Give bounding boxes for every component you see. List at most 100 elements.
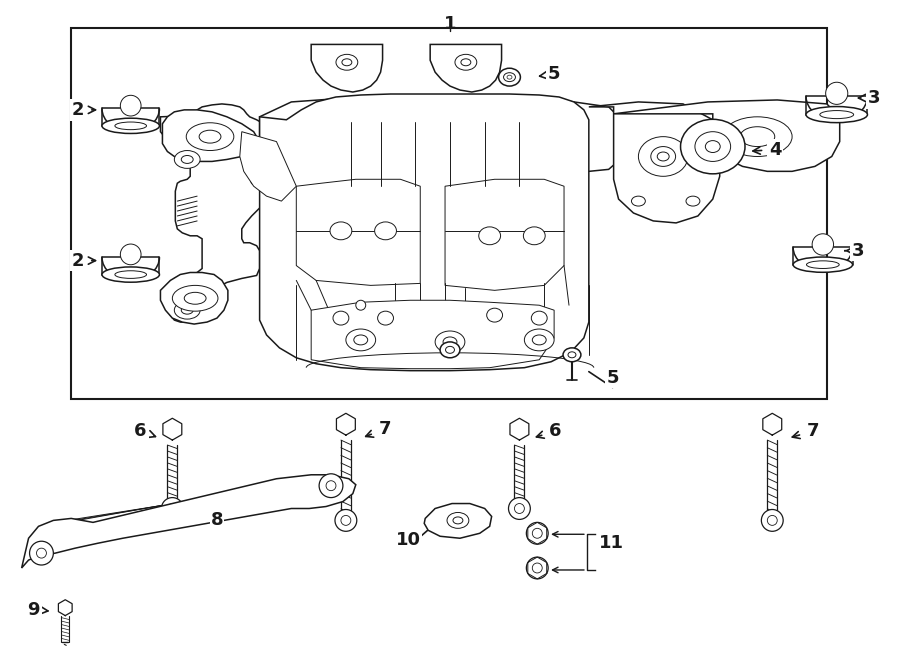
- Ellipse shape: [503, 73, 516, 81]
- Polygon shape: [311, 301, 554, 369]
- Circle shape: [812, 234, 833, 255]
- Text: 11: 11: [598, 534, 624, 552]
- Circle shape: [326, 481, 336, 491]
- Polygon shape: [239, 132, 296, 201]
- Polygon shape: [424, 504, 491, 538]
- Ellipse shape: [455, 54, 477, 70]
- Polygon shape: [162, 110, 259, 162]
- Ellipse shape: [342, 59, 352, 66]
- Ellipse shape: [524, 227, 545, 245]
- Text: 4: 4: [753, 140, 781, 158]
- Ellipse shape: [102, 267, 159, 282]
- Ellipse shape: [199, 130, 220, 143]
- Ellipse shape: [632, 196, 645, 206]
- Ellipse shape: [115, 271, 147, 279]
- Polygon shape: [22, 475, 356, 568]
- Circle shape: [526, 557, 548, 579]
- Text: 9: 9: [27, 600, 48, 619]
- Circle shape: [121, 244, 141, 265]
- Polygon shape: [259, 97, 624, 176]
- Ellipse shape: [680, 119, 745, 174]
- Ellipse shape: [686, 196, 700, 206]
- Ellipse shape: [657, 152, 669, 161]
- Circle shape: [161, 498, 184, 520]
- Ellipse shape: [346, 329, 375, 351]
- Ellipse shape: [102, 118, 159, 134]
- Ellipse shape: [453, 517, 463, 524]
- Polygon shape: [160, 104, 274, 322]
- Circle shape: [356, 301, 365, 310]
- Ellipse shape: [525, 329, 554, 351]
- Circle shape: [532, 528, 542, 538]
- Circle shape: [167, 504, 177, 514]
- Polygon shape: [259, 94, 589, 371]
- Ellipse shape: [461, 59, 471, 66]
- Ellipse shape: [499, 68, 520, 86]
- Circle shape: [37, 548, 47, 558]
- Ellipse shape: [507, 75, 512, 79]
- Ellipse shape: [563, 348, 580, 361]
- Circle shape: [335, 510, 356, 532]
- Ellipse shape: [172, 285, 218, 311]
- Text: 5: 5: [607, 369, 619, 387]
- Ellipse shape: [184, 293, 206, 305]
- Text: 6: 6: [536, 422, 562, 440]
- Text: 6: 6: [134, 422, 156, 440]
- Ellipse shape: [435, 331, 465, 353]
- Text: 5: 5: [539, 65, 561, 83]
- Polygon shape: [614, 100, 840, 171]
- Ellipse shape: [440, 342, 460, 357]
- Ellipse shape: [378, 311, 393, 325]
- Polygon shape: [296, 179, 420, 285]
- Ellipse shape: [354, 335, 368, 345]
- Ellipse shape: [479, 227, 500, 245]
- Text: 10: 10: [396, 531, 421, 549]
- Text: 2: 2: [72, 252, 95, 269]
- Ellipse shape: [806, 261, 839, 269]
- Polygon shape: [589, 102, 720, 223]
- Ellipse shape: [740, 126, 775, 146]
- Ellipse shape: [651, 146, 676, 166]
- Ellipse shape: [446, 346, 454, 354]
- Ellipse shape: [175, 150, 200, 168]
- Bar: [71, 28, 827, 399]
- Ellipse shape: [568, 352, 576, 357]
- Polygon shape: [259, 156, 587, 206]
- Ellipse shape: [330, 222, 352, 240]
- Polygon shape: [430, 44, 501, 92]
- Ellipse shape: [793, 257, 852, 272]
- Ellipse shape: [531, 311, 547, 325]
- Circle shape: [526, 522, 548, 544]
- Ellipse shape: [487, 308, 502, 322]
- Ellipse shape: [820, 111, 853, 118]
- Ellipse shape: [723, 117, 792, 156]
- Text: 8: 8: [211, 512, 223, 530]
- Ellipse shape: [695, 132, 731, 162]
- Text: 7: 7: [792, 422, 819, 440]
- Polygon shape: [311, 44, 382, 92]
- Ellipse shape: [532, 335, 546, 345]
- Ellipse shape: [175, 301, 200, 319]
- Circle shape: [761, 510, 783, 532]
- Circle shape: [825, 82, 848, 105]
- Circle shape: [320, 474, 343, 498]
- Ellipse shape: [447, 512, 469, 528]
- Text: 3: 3: [845, 242, 865, 260]
- Text: 3: 3: [859, 89, 881, 107]
- Ellipse shape: [181, 156, 194, 164]
- Ellipse shape: [374, 222, 397, 240]
- Ellipse shape: [706, 140, 720, 152]
- Circle shape: [768, 516, 778, 526]
- Circle shape: [30, 542, 53, 565]
- Circle shape: [121, 95, 141, 116]
- Text: 1: 1: [444, 15, 456, 32]
- Ellipse shape: [181, 307, 194, 314]
- Ellipse shape: [333, 311, 349, 325]
- Polygon shape: [445, 179, 564, 291]
- Polygon shape: [160, 273, 228, 324]
- Text: 7: 7: [365, 420, 391, 438]
- Ellipse shape: [806, 107, 868, 122]
- Circle shape: [341, 516, 351, 526]
- Ellipse shape: [443, 337, 457, 347]
- Ellipse shape: [336, 54, 358, 70]
